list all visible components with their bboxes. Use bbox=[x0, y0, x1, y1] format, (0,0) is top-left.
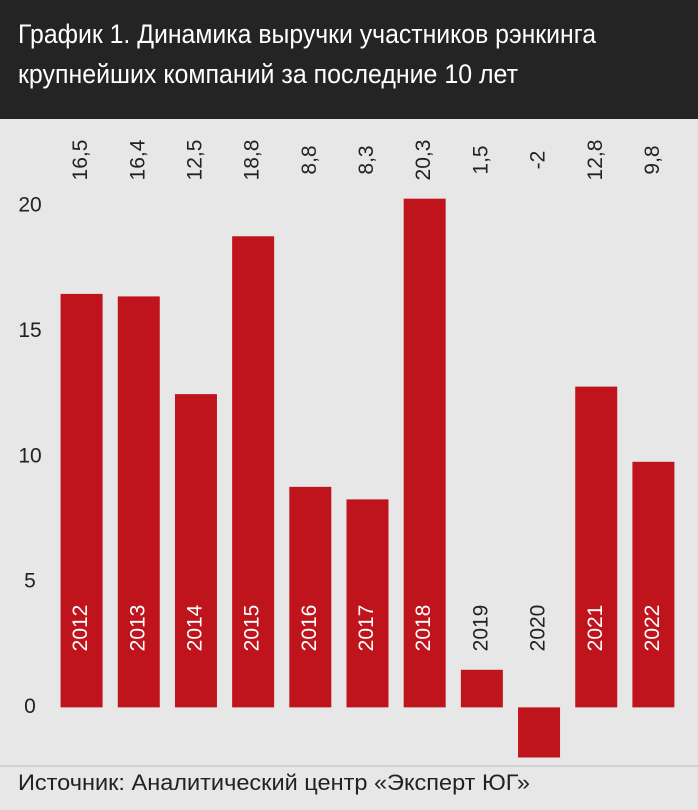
bar bbox=[232, 236, 275, 708]
value-label: 16,5 bbox=[69, 140, 92, 181]
bar bbox=[632, 461, 675, 708]
source: Источник: Аналитический центр «Эксперт Ю… bbox=[18, 770, 530, 795]
bar bbox=[403, 198, 446, 708]
bar bbox=[460, 669, 503, 708]
x-tick-label: 2013 bbox=[126, 605, 149, 652]
y-tick-label: 0 bbox=[24, 695, 36, 718]
x-tick-label: 2016 bbox=[298, 605, 321, 652]
x-tick-label: 2021 bbox=[584, 605, 607, 652]
value-label: 20,3 bbox=[412, 140, 435, 181]
chart-title: График 1. Динамика выручки участников рэ… bbox=[18, 19, 597, 49]
value-label: 8,3 bbox=[355, 145, 378, 174]
bar bbox=[60, 293, 103, 708]
value-label: -2 bbox=[527, 151, 550, 170]
value-label: 9,8 bbox=[641, 145, 664, 174]
value-label: 12,8 bbox=[584, 140, 607, 181]
y-tick-label: 10 bbox=[18, 444, 41, 467]
y-tick-label: 20 bbox=[18, 194, 41, 217]
bar bbox=[174, 394, 217, 708]
x-tick-label: 2017 bbox=[355, 605, 378, 652]
chart-title: крупнейших компаний за последние 10 лет bbox=[18, 59, 518, 89]
bar bbox=[346, 499, 389, 708]
y-tick-label: 15 bbox=[18, 319, 41, 342]
x-tick-label: 2020 bbox=[527, 605, 550, 652]
bar bbox=[117, 296, 160, 708]
y-tick-label: 5 bbox=[24, 570, 36, 593]
value-label: 1,5 bbox=[469, 145, 492, 174]
header bbox=[0, 0, 698, 119]
value-label: 18,8 bbox=[241, 140, 264, 181]
x-tick-label: 2014 bbox=[184, 604, 207, 651]
x-tick-label: 2022 bbox=[641, 605, 664, 652]
x-tick-label: 2015 bbox=[241, 605, 264, 652]
bar bbox=[518, 707, 561, 758]
value-label: 8,8 bbox=[298, 145, 321, 174]
x-tick-label: 2019 bbox=[469, 605, 492, 652]
value-label: 16,4 bbox=[126, 139, 149, 180]
value-label: 12,5 bbox=[184, 140, 207, 181]
bar bbox=[289, 486, 332, 708]
bar bbox=[575, 386, 618, 708]
x-tick-label: 2018 bbox=[412, 605, 435, 652]
x-tick-label: 2012 bbox=[69, 605, 92, 652]
